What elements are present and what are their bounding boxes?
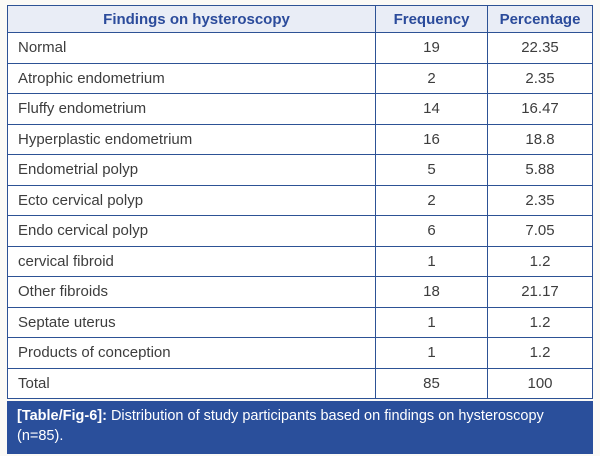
caption-label: [Table/Fig-6]: xyxy=(17,408,107,424)
table-row: cervical fibroid 1 1.2 xyxy=(7,245,593,277)
cell-percentage: 2.35 xyxy=(487,184,593,216)
cell-finding: Endo cervical polyp xyxy=(7,215,376,247)
header-row: Findings on hysteroscopy Frequency Perce… xyxy=(7,5,593,33)
cell-finding: Products of conception xyxy=(7,337,376,369)
cell-finding: Fluffy endometrium xyxy=(7,93,376,125)
cell-finding: Septate uterus xyxy=(7,306,376,338)
cell-finding: Atrophic endometrium xyxy=(7,62,376,94)
caption-text: Distribution of study participants based… xyxy=(17,408,544,445)
cell-percentage: 100 xyxy=(487,367,593,399)
table-row: Products of conception 1 1.2 xyxy=(7,337,593,369)
cell-frequency: 1 xyxy=(375,245,488,277)
cell-frequency: 19 xyxy=(375,32,488,64)
cell-finding: Other fibroids xyxy=(7,276,376,308)
cell-percentage: 18.8 xyxy=(487,123,593,155)
table-row: Normal 19 22.35 xyxy=(7,32,593,64)
table-row: Endometrial polyp 5 5.88 xyxy=(7,154,593,186)
table-row: Total 85 100 xyxy=(7,367,593,399)
column-header-percentage: Percentage xyxy=(487,5,593,33)
table-caption: [Table/Fig-6]: Distribution of study part… xyxy=(7,401,593,454)
cell-percentage: 2.35 xyxy=(487,62,593,94)
figure-container: Findings on hysteroscopy Frequency Perce… xyxy=(7,5,593,454)
cell-finding: Ecto cervical polyp xyxy=(7,184,376,216)
table-row: Other fibroids 18 21.17 xyxy=(7,276,593,308)
table-row: Hyperplastic endometrium 16 18.8 xyxy=(7,123,593,155)
cell-finding: Endometrial polyp xyxy=(7,154,376,186)
cell-percentage: 21.17 xyxy=(487,276,593,308)
table-row: Fluffy endometrium 14 16.47 xyxy=(7,93,593,125)
cell-percentage: 22.35 xyxy=(487,32,593,64)
cell-frequency: 16 xyxy=(375,123,488,155)
table-body: Normal 19 22.35 Atrophic endometrium 2 2.35 Fl… xyxy=(7,32,593,399)
cell-finding: cervical fibroid xyxy=(7,245,376,277)
cell-frequency: 1 xyxy=(375,306,488,338)
table-row: Endo cervical polyp 6 7.05 xyxy=(7,215,593,247)
cell-finding: Hyperplastic endometrium xyxy=(7,123,376,155)
cell-frequency: 2 xyxy=(375,62,488,94)
cell-percentage: 1.2 xyxy=(487,245,593,277)
cell-percentage: 16.47 xyxy=(487,93,593,125)
cell-frequency: 1 xyxy=(375,337,488,369)
cell-frequency: 85 xyxy=(375,367,488,399)
table-row: Atrophic endometrium 2 2.35 xyxy=(7,62,593,94)
cell-percentage: 1.2 xyxy=(487,337,593,369)
cell-frequency: 2 xyxy=(375,184,488,216)
cell-percentage: 1.2 xyxy=(487,306,593,338)
table-row: Ecto cervical polyp 2 2.35 xyxy=(7,184,593,216)
cell-frequency: 14 xyxy=(375,93,488,125)
cell-frequency: 5 xyxy=(375,154,488,186)
table-row: Septate uterus 1 1.2 xyxy=(7,306,593,338)
cell-frequency: 6 xyxy=(375,215,488,247)
cell-finding: Normal xyxy=(7,32,376,64)
column-header-frequency: Frequency xyxy=(375,5,488,33)
cell-percentage: 5.88 xyxy=(487,154,593,186)
cell-percentage: 7.05 xyxy=(487,215,593,247)
cell-finding: Total xyxy=(7,367,376,399)
findings-table: Findings on hysteroscopy Frequency Perce… xyxy=(7,5,593,399)
column-header-findings: Findings on hysteroscopy xyxy=(7,5,376,33)
cell-frequency: 18 xyxy=(375,276,488,308)
